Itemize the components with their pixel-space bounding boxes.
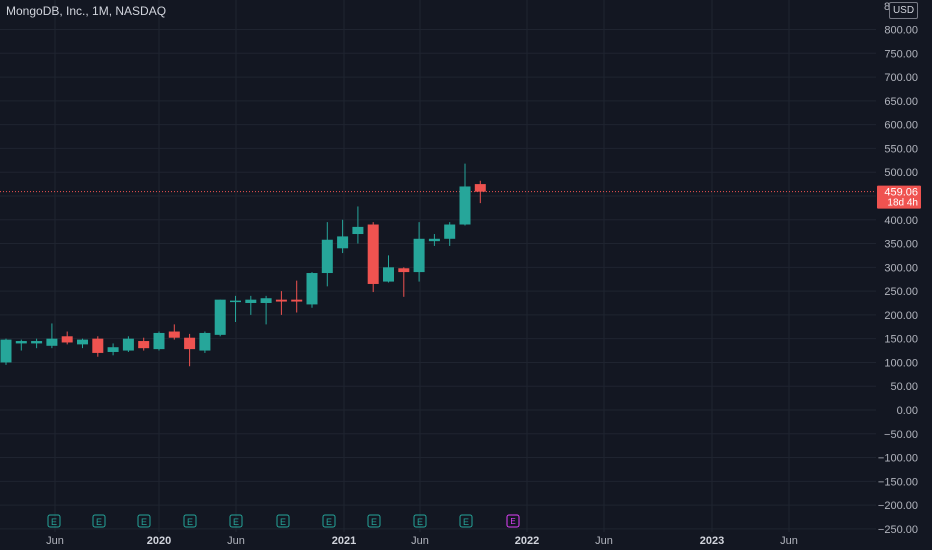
candle-body — [31, 341, 43, 344]
y-tick-label: 400.00 — [884, 215, 918, 227]
candle-body — [92, 338, 104, 353]
y-tick-label: 650.00 — [884, 96, 918, 108]
candle-body — [352, 226, 364, 235]
earnings-icon-letter: E — [417, 517, 423, 527]
candle-body — [122, 338, 134, 351]
y-tick-label: 550.00 — [884, 143, 918, 155]
earnings-icon-letter: E — [141, 517, 147, 527]
y-tick-label: 150.00 — [884, 334, 918, 346]
earnings-icon — [92, 514, 106, 528]
candle-body — [383, 267, 394, 282]
candle-body — [398, 268, 410, 273]
candle-body — [306, 273, 318, 305]
y-tick-label: 700.00 — [884, 72, 918, 84]
earnings-icon-letter: E — [233, 517, 239, 527]
chart-title: MongoDB, Inc., 1M, NASDAQ — [6, 4, 167, 18]
dividend-icon — [506, 514, 520, 528]
x-tick-label: 2022 — [515, 535, 539, 547]
candle-body — [107, 347, 119, 352]
countdown-label: 18d 4h — [887, 198, 918, 209]
y-tick-label: 0.00 — [897, 405, 918, 417]
y-tick-label: 50.00 — [890, 381, 918, 393]
candle-body — [260, 298, 272, 303]
candle-body — [184, 337, 196, 350]
candle-body — [46, 338, 58, 346]
candle-body — [168, 331, 180, 338]
candle-body — [321, 239, 333, 274]
candle-body — [459, 186, 471, 225]
earnings-icon — [137, 514, 151, 528]
x-tick-label: Jun — [595, 535, 613, 547]
last-price-tag — [877, 185, 921, 209]
y-tick-label: 350.00 — [884, 239, 918, 251]
chart-grid — [0, 0, 876, 532]
x-tick-label: 2021 — [332, 535, 356, 547]
candle-body — [138, 341, 150, 349]
candle-body — [245, 299, 257, 303]
y-tick-label: −200.00 — [878, 500, 918, 512]
earnings-icon — [229, 514, 243, 528]
y-tick-label: −50.00 — [884, 429, 918, 441]
candle-body — [153, 332, 165, 350]
candle-body — [413, 238, 425, 273]
y-tick-label: −100.00 — [878, 453, 918, 465]
earnings-icon — [276, 514, 290, 528]
x-tick-label: 2020 — [147, 535, 171, 547]
x-tick-label: Jun — [780, 535, 798, 547]
candle-body — [275, 299, 287, 302]
candle-body — [77, 339, 88, 345]
axes: 800.00 750.00 700.00 650.00 600.00 550.00 500.… — [46, 1, 921, 547]
candle-body — [214, 299, 226, 335]
x-tick-label: Jun — [46, 535, 64, 547]
currency-button[interactable]: USD — [889, 2, 918, 19]
candle-body — [15, 341, 27, 344]
x-tick-label: 2023 — [700, 535, 724, 547]
y-tick-label: −150.00 — [878, 476, 918, 488]
earnings-icon-letter: E — [96, 517, 102, 527]
y-tick-label: 200.00 — [884, 310, 918, 322]
last-price-label: 459.06 — [884, 187, 918, 199]
earnings-icon — [367, 514, 381, 528]
candle-body — [61, 336, 73, 343]
dividend-icon-letter: E — [510, 517, 515, 526]
candle-body — [291, 299, 303, 302]
y-tick-label: 500.00 — [884, 167, 918, 179]
earnings-icon-letter: E — [371, 517, 377, 527]
candles — [0, 163, 486, 367]
y-tick-label: −250.00 — [878, 524, 918, 536]
y-tick-label: 800.00 — [884, 25, 918, 37]
earnings-icon — [183, 514, 197, 528]
x-tick-label: Jun — [227, 535, 245, 547]
y-tick-label: 100.00 — [884, 357, 918, 369]
candle-body — [444, 224, 456, 239]
x-tick-label: Jun — [411, 535, 429, 547]
candle-body — [199, 332, 211, 351]
earnings-icon-letter: E — [463, 517, 469, 527]
y-tick-label: 250.00 — [884, 286, 918, 298]
earnings-icon-letter: E — [280, 517, 286, 527]
earnings-icon-letter: E — [326, 517, 332, 527]
y-tick-label: 600.00 — [884, 120, 918, 132]
candle-body — [337, 236, 349, 249]
candle-body — [230, 300, 241, 303]
candle-body — [474, 184, 486, 192]
earnings-icon-letter: E — [187, 517, 193, 527]
earnings-icon — [47, 514, 61, 528]
y-tick-label: 750.00 — [884, 48, 918, 60]
earnings-icon-letter: E — [51, 517, 57, 527]
candle-body — [367, 224, 379, 284]
earnings-icon — [413, 514, 427, 528]
earnings-icon — [322, 514, 336, 528]
y-tick-label: 300.00 — [884, 262, 918, 274]
candle-body — [0, 339, 12, 363]
earnings-icon — [459, 514, 473, 528]
candle-body — [428, 238, 440, 242]
